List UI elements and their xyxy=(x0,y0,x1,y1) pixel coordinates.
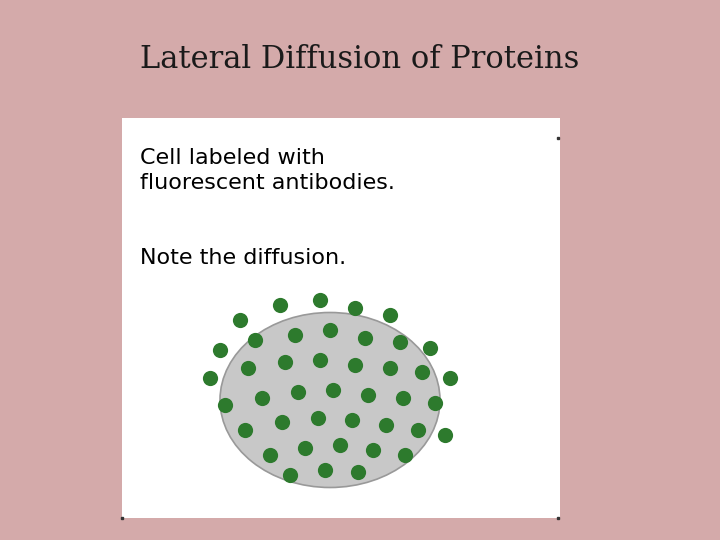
Point xyxy=(249,336,261,345)
Point xyxy=(264,451,276,460)
Point xyxy=(349,361,361,369)
Point xyxy=(274,301,286,309)
Point xyxy=(380,421,392,429)
Point xyxy=(416,368,428,376)
Point xyxy=(399,451,410,460)
Point xyxy=(312,414,324,422)
Point xyxy=(234,316,246,325)
Point xyxy=(397,394,409,402)
Text: Note the diffusion.: Note the diffusion. xyxy=(140,248,346,268)
Point xyxy=(239,426,251,434)
Text: Lateral Diffusion of Proteins: Lateral Diffusion of Proteins xyxy=(140,44,580,76)
Point xyxy=(219,401,230,409)
Point xyxy=(346,416,358,424)
Point xyxy=(292,388,304,396)
Point xyxy=(204,374,216,382)
Point xyxy=(319,465,330,474)
Point xyxy=(215,346,226,354)
Point xyxy=(242,363,253,372)
Point xyxy=(384,363,396,372)
Point xyxy=(362,390,374,399)
Point xyxy=(349,303,361,312)
Point xyxy=(439,431,451,440)
Point xyxy=(284,471,296,480)
Point xyxy=(444,374,456,382)
Point xyxy=(327,386,339,394)
Point xyxy=(279,357,291,366)
Point xyxy=(413,426,424,434)
Text: Cell labeled with
fluorescent antibodies.: Cell labeled with fluorescent antibodies… xyxy=(140,148,395,193)
Point xyxy=(359,334,371,342)
Point xyxy=(395,338,406,346)
Point xyxy=(289,330,301,339)
Point xyxy=(256,394,268,402)
Point xyxy=(300,444,311,453)
Point xyxy=(367,446,379,454)
Point xyxy=(429,399,441,407)
Point xyxy=(314,356,325,364)
Point xyxy=(276,417,288,426)
Point xyxy=(384,310,396,319)
Point xyxy=(334,441,346,449)
Point xyxy=(352,468,364,476)
Point xyxy=(324,326,336,334)
Ellipse shape xyxy=(220,313,440,488)
Point xyxy=(424,343,436,352)
Bar xyxy=(122,118,560,518)
Point xyxy=(314,296,325,305)
